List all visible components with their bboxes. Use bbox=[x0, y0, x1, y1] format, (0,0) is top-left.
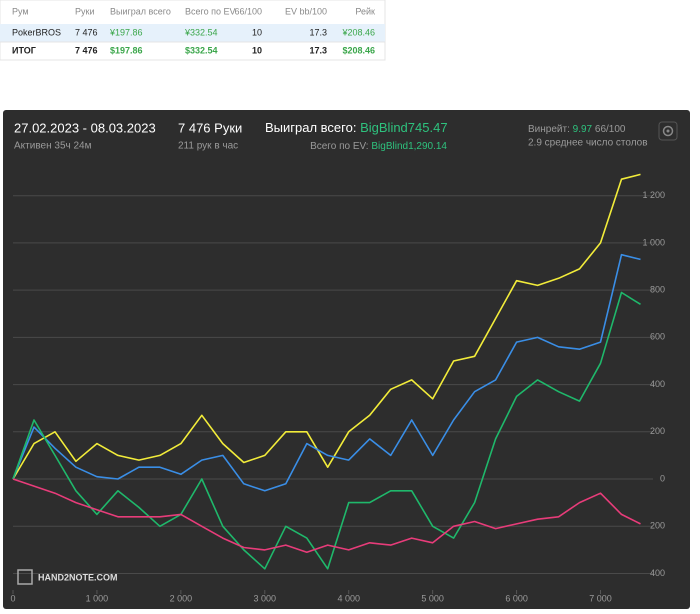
table-cell: $208.46 bbox=[342, 45, 375, 55]
settings-button[interactable] bbox=[658, 121, 678, 141]
table-cell: 10 bbox=[252, 27, 262, 37]
y-tick-label: 200 bbox=[650, 426, 665, 436]
table-cell: ¥332.54 bbox=[184, 27, 218, 37]
ev-label: Всего по EV: bbox=[310, 141, 369, 152]
table-header: Выиграл всего bbox=[110, 6, 171, 16]
table-cell: 17.3 bbox=[309, 27, 327, 37]
table-header: Всего по EV bbox=[185, 6, 235, 16]
y-tick-label: 1 000 bbox=[642, 237, 665, 247]
x-tick-label: 4 000 bbox=[337, 593, 360, 603]
winrate-unit: 66/100 bbox=[595, 124, 626, 135]
hands-per-hour: 211 рук в час bbox=[178, 141, 238, 152]
x-tick-label: 5 000 bbox=[421, 593, 444, 603]
y-tick-label: 600 bbox=[650, 332, 665, 342]
table-cell: 7 476 bbox=[75, 27, 98, 37]
table-cell: ¥197.86 bbox=[109, 27, 143, 37]
series-line bbox=[12, 291, 641, 570]
ev-value: BigBlind1,290.14 bbox=[371, 141, 447, 152]
table-cell: 10 bbox=[252, 45, 262, 55]
chart-panel bbox=[3, 110, 690, 609]
series-line bbox=[12, 173, 641, 480]
y-tick-label: 400 bbox=[650, 568, 665, 578]
won-label: Выиграл всего: bbox=[265, 120, 356, 135]
y-tick-label: 200 bbox=[650, 521, 665, 531]
series-line bbox=[12, 478, 641, 553]
won-total: Выиграл всего: BigBlind745.47 bbox=[265, 120, 448, 135]
logo-text: HAND2NOTE.COM bbox=[38, 572, 118, 582]
table-header: 66/100 bbox=[234, 6, 262, 16]
x-tick-label: 0 bbox=[10, 593, 15, 603]
table-header: Рейк bbox=[355, 6, 375, 16]
period: 27.02.2023 - 08.03.2023 bbox=[14, 120, 156, 135]
x-tick-label: 7 000 bbox=[589, 593, 612, 603]
table-cell: 17.3 bbox=[309, 45, 327, 55]
row-highlight bbox=[0, 24, 385, 42]
table-cell: 7 476 bbox=[75, 45, 98, 55]
winrate-label: Винрейт: bbox=[528, 124, 570, 135]
table-header: Руки bbox=[75, 6, 94, 16]
table-cell: $197.86 bbox=[110, 45, 143, 55]
y-tick-label: 800 bbox=[650, 285, 665, 295]
y-tick-label: 1 200 bbox=[642, 190, 665, 200]
winrate-value: 9.97 bbox=[573, 124, 593, 135]
avg-tables: 2.9 среднее число столов bbox=[528, 138, 648, 149]
x-tick-label: 2 000 bbox=[170, 593, 193, 603]
table-cell: ¥208.46 bbox=[341, 27, 375, 37]
logo: HAND2NOTE.COM bbox=[17, 569, 118, 585]
ev-total: Всего по EV: BigBlind1,290.14 bbox=[310, 141, 447, 152]
hands: 7 476 Руки bbox=[178, 120, 242, 135]
plot: 400 200 0 200 400 600 800 1 000 1 200 0 1 000 2 000… bbox=[10, 173, 665, 603]
table-cell: PokerBROS bbox=[12, 27, 61, 37]
x-tick-label: 6 000 bbox=[505, 593, 528, 603]
series-line bbox=[12, 253, 641, 492]
table-header: Рум bbox=[12, 6, 29, 16]
x-tick-label: 3 000 bbox=[254, 593, 277, 603]
table-cell: ИТОГ bbox=[12, 45, 36, 55]
won-value: BigBlind745.47 bbox=[360, 120, 447, 135]
x-tick-label: 1 000 bbox=[86, 593, 109, 603]
winrate: Винрейт: 9.97 66/100 bbox=[528, 124, 626, 135]
table-header: EV bb/100 bbox=[285, 6, 327, 16]
y-tick-label: 0 bbox=[660, 473, 665, 483]
table-cell: $332.54 bbox=[185, 45, 218, 55]
active-time: Активен 35ч 24м bbox=[14, 141, 92, 152]
y-tick-label: 400 bbox=[650, 379, 665, 389]
